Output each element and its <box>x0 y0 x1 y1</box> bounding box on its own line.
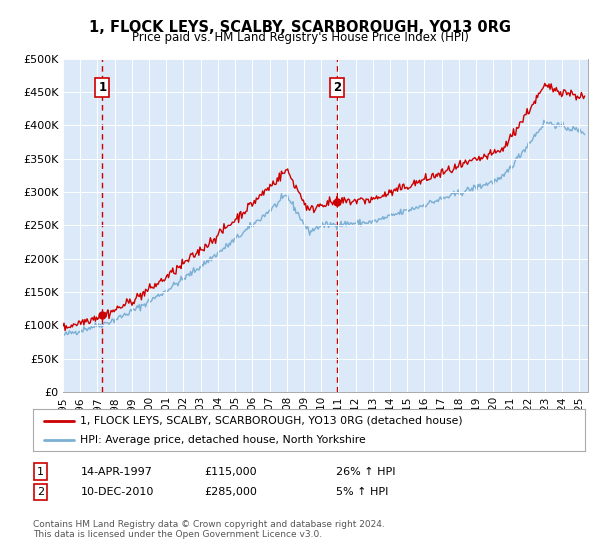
Text: 2: 2 <box>334 81 341 94</box>
Text: 1, FLOCK LEYS, SCALBY, SCARBOROUGH, YO13 0RG: 1, FLOCK LEYS, SCALBY, SCARBOROUGH, YO13… <box>89 20 511 35</box>
Text: 10-DEC-2010: 10-DEC-2010 <box>81 487 154 497</box>
Text: 1, FLOCK LEYS, SCALBY, SCARBOROUGH, YO13 0RG (detached house): 1, FLOCK LEYS, SCALBY, SCARBOROUGH, YO13… <box>80 416 463 426</box>
Text: 1: 1 <box>98 81 106 94</box>
Text: 2: 2 <box>37 487 44 497</box>
Text: £285,000: £285,000 <box>204 487 257 497</box>
Text: Price paid vs. HM Land Registry's House Price Index (HPI): Price paid vs. HM Land Registry's House … <box>131 31 469 44</box>
Text: Contains HM Land Registry data © Crown copyright and database right 2024.
This d: Contains HM Land Registry data © Crown c… <box>33 520 385 539</box>
Text: 5% ↑ HPI: 5% ↑ HPI <box>336 487 388 497</box>
Text: 14-APR-1997: 14-APR-1997 <box>81 466 153 477</box>
Text: HPI: Average price, detached house, North Yorkshire: HPI: Average price, detached house, Nort… <box>80 435 365 445</box>
Text: 1: 1 <box>37 466 44 477</box>
Text: 26% ↑ HPI: 26% ↑ HPI <box>336 466 395 477</box>
Text: £115,000: £115,000 <box>204 466 257 477</box>
